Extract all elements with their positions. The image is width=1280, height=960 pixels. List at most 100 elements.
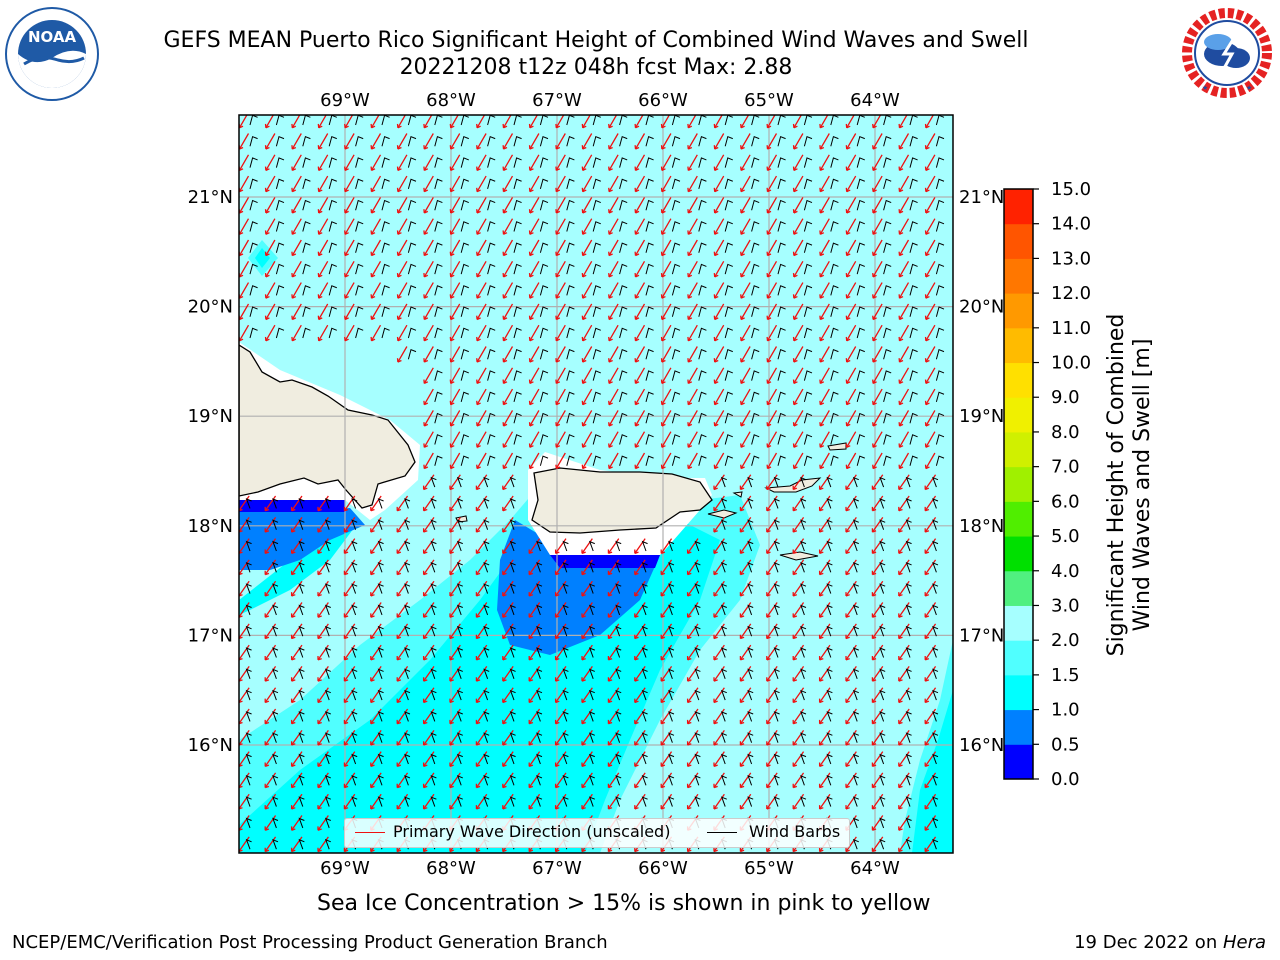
vector-cell	[845, 495, 859, 512]
wave-arrowhead	[581, 613, 586, 618]
wave-arrowhead	[792, 358, 798, 363]
lon-label-top: 69°W	[320, 90, 370, 111]
wind-barb	[328, 242, 337, 253]
wind-barb	[641, 583, 648, 594]
wind-barb	[826, 625, 833, 637]
wave-arrowhead	[423, 422, 429, 427]
wave-arrowhead	[818, 719, 824, 725]
wave-arrowhead	[581, 123, 587, 129]
wave-arrow	[714, 452, 725, 469]
wave-arrow	[608, 346, 619, 363]
wave-arrowhead	[845, 230, 851, 235]
wave-arrow	[476, 282, 487, 299]
wind-barb	[539, 263, 549, 275]
wave-arrowhead	[475, 719, 481, 725]
vector-cell	[607, 644, 622, 661]
wind-barb	[407, 178, 417, 190]
wind-barb	[879, 838, 886, 850]
wave-arrow	[423, 793, 435, 810]
wave-arrowhead	[740, 123, 745, 129]
wave-arrowhead	[713, 315, 719, 321]
wave-arrowhead	[792, 315, 798, 321]
wave-arrowhead	[739, 570, 745, 576]
wave-arrow	[343, 729, 356, 746]
lon-label-top: 68°W	[426, 90, 476, 111]
wave-arrowhead	[449, 698, 454, 704]
wind-barb	[800, 476, 807, 488]
vector-cell	[792, 474, 807, 491]
wave-arrowhead	[898, 592, 903, 597]
vector-cell	[686, 538, 701, 554]
wind-barb	[671, 135, 681, 147]
wind-barb	[905, 476, 912, 488]
wave-arrowhead	[845, 549, 850, 554]
wave-arrowhead	[872, 443, 877, 448]
wave-arrowhead	[687, 209, 693, 214]
wind-barb	[298, 732, 305, 743]
vector-cell	[792, 410, 813, 427]
wind-barb	[562, 583, 569, 594]
wave-arrowhead	[581, 570, 586, 576]
vector-cell	[871, 516, 886, 533]
wind-barb	[879, 604, 886, 616]
colorbar-tick-label: 9.0	[1051, 387, 1080, 408]
wind-barb	[377, 625, 384, 637]
wave-arrow	[344, 175, 355, 193]
wave-arrow	[423, 175, 434, 193]
wave-arrow	[396, 559, 409, 576]
wave-arrowhead	[396, 655, 402, 661]
wave-arrow	[845, 793, 857, 810]
vector-cell	[634, 687, 648, 704]
wave-arrowhead	[291, 315, 297, 321]
wave-arrow	[291, 495, 303, 512]
vector-cell	[264, 239, 285, 257]
wave-arrowhead	[555, 187, 561, 193]
vector-cell	[291, 133, 311, 150]
wind-barb	[536, 796, 543, 807]
wind-barb	[671, 199, 681, 211]
wave-arrow	[634, 303, 646, 320]
wave-arrowhead	[264, 145, 270, 150]
vector-cell	[634, 154, 654, 171]
wind-barb	[377, 711, 384, 722]
wind-barb	[272, 519, 279, 530]
wave-arrow	[581, 772, 593, 789]
colorbar-tick-label: 5.0	[1051, 526, 1080, 547]
vector-cell	[687, 154, 707, 171]
wave-arrowhead	[687, 464, 693, 470]
wind-barb	[513, 263, 522, 275]
wave-arrowhead	[740, 379, 745, 384]
wind-barb	[381, 327, 390, 339]
vector-cell	[502, 324, 522, 342]
wind-barb	[456, 647, 463, 658]
vector-cell	[317, 324, 337, 342]
wind-barb	[434, 157, 443, 168]
wave-arrowhead	[924, 762, 930, 767]
wind-barb	[800, 519, 807, 530]
wave-arrowhead	[291, 209, 297, 214]
wave-arrowhead	[845, 485, 850, 491]
vector-cell	[898, 452, 918, 470]
vector-cell	[845, 793, 859, 810]
wind-barb	[830, 199, 839, 211]
wave-arrow	[687, 346, 698, 363]
wind-barb	[826, 668, 833, 679]
vector-cell	[924, 324, 945, 342]
wind-barb	[773, 775, 780, 786]
vector-cell	[924, 452, 945, 470]
wave-arrowhead	[528, 698, 534, 704]
wave-arrow	[687, 666, 699, 682]
wave-arrowhead	[422, 570, 428, 576]
wave-arrow	[819, 452, 830, 469]
wind-barb	[430, 625, 437, 637]
vector-cell	[343, 538, 358, 554]
wave-arrowhead	[792, 251, 798, 257]
wave-arrowhead	[792, 123, 798, 129]
wave-arrowhead	[792, 677, 798, 682]
wave-arrow	[239, 239, 250, 256]
wave-arrow	[871, 772, 884, 789]
wave-arrowhead	[581, 209, 587, 214]
wind-barb	[747, 689, 754, 701]
vector-cell	[818, 729, 833, 746]
wave-arrowhead	[449, 677, 454, 682]
